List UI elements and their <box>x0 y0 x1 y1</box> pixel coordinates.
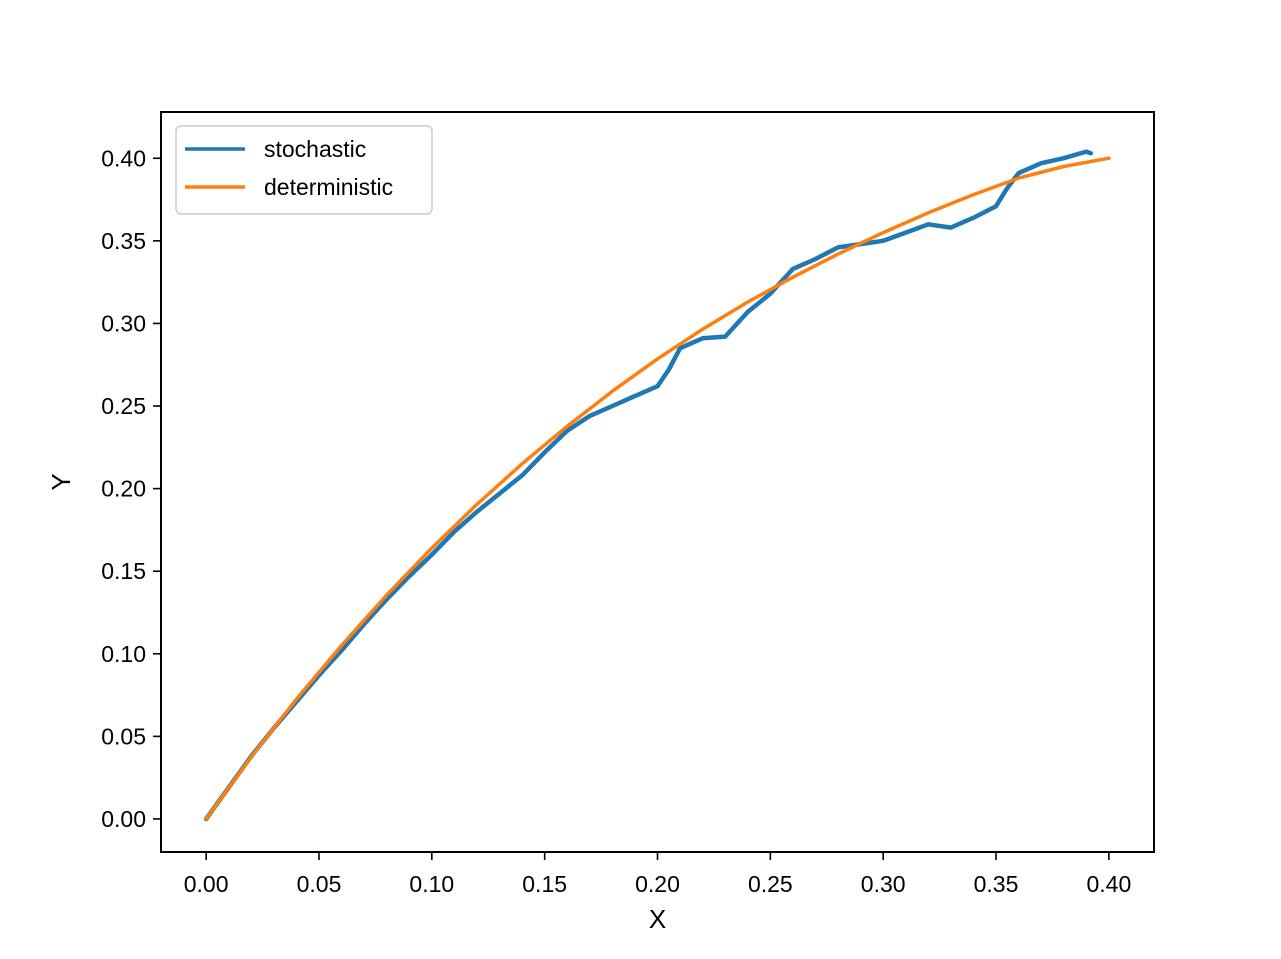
series-line-stochastic <box>203 149 1094 822</box>
axis-ticks: 0.00 0.05 0.10 0.15 0.20 0.25 0.30 0.35 0.40 0.00… <box>101 145 1131 897</box>
y-axis-label: Y <box>46 473 76 490</box>
x-tick-label: 0.35 <box>974 871 1019 897</box>
plot-area <box>203 149 1111 822</box>
series-line-deterministic <box>204 156 1111 821</box>
y-tick-label: 0.10 <box>101 641 146 667</box>
x-tick-label: 0.40 <box>1086 871 1131 897</box>
y-tick-label: 0.40 <box>101 145 146 171</box>
y-tick-label: 0.20 <box>101 476 146 502</box>
x-tick-label: 0.00 <box>184 871 229 897</box>
x-tick-label: 0.15 <box>522 871 567 897</box>
x-tick-label: 0.20 <box>635 871 680 897</box>
y-tick-label: 0.00 <box>101 806 146 832</box>
x-tick-label: 0.10 <box>409 871 454 897</box>
legend-label-deterministic: deterministic <box>264 174 393 200</box>
axes-frame <box>160 111 1155 853</box>
y-tick-label: 0.30 <box>101 310 146 336</box>
x-tick-label: 0.05 <box>297 871 342 897</box>
x-tick-label: 0.25 <box>748 871 793 897</box>
x-axis-label: X <box>649 904 666 934</box>
y-tick-label: 0.35 <box>101 228 146 254</box>
x-tick-label: 0.30 <box>861 871 906 897</box>
legend-label-stochastic: stochastic <box>264 136 366 162</box>
y-tick-label: 0.15 <box>101 558 146 584</box>
legend: stochastic deterministic <box>175 125 433 215</box>
y-tick-label: 0.05 <box>101 723 146 749</box>
y-tick-label: 0.25 <box>101 393 146 419</box>
